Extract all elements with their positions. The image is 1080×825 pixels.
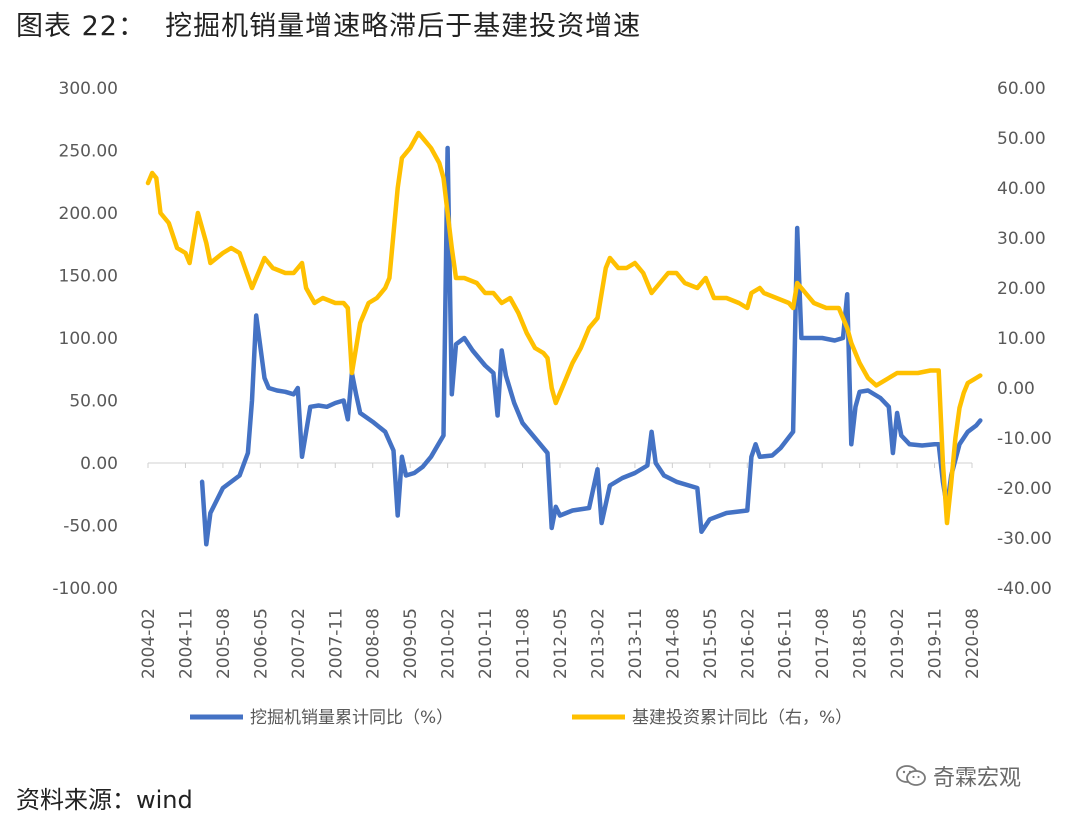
line-chart: -100.00 -50.00 0.00 50.00 100.00 150.00 200.00… — [52, 79, 1051, 728]
x-tick-label: 2018-05 — [851, 608, 871, 679]
y-right-tick-label: 10.00 — [997, 329, 1046, 349]
y-right-tick-label: 0.00 — [997, 379, 1035, 399]
x-tick-label: 2019-02 — [888, 608, 908, 679]
x-tick-label: 2020-08 — [963, 608, 983, 679]
x-tick-label: 2006-05 — [251, 608, 271, 679]
y-right-tick-label: 60.00 — [997, 79, 1046, 99]
x-tick-label: 2010-11 — [476, 608, 496, 679]
chart-series — [145, 130, 983, 547]
x-tick-label: 2014-08 — [663, 608, 683, 679]
x-tick-label: 2011-08 — [514, 608, 534, 679]
y-left-tick-label: 250.00 — [59, 142, 118, 162]
y-right-tick-label: 50.00 — [997, 129, 1046, 149]
x-tick-label: 2007-02 — [289, 608, 309, 679]
x-tick-label: 2010-02 — [439, 608, 459, 679]
x-tick-label: 2009-05 — [401, 608, 421, 679]
x-tick-label: 2013-11 — [626, 608, 646, 679]
y-left-tick-label: 200.00 — [59, 204, 118, 224]
y-left-tick-label: 100.00 — [59, 329, 118, 349]
x-tick-label: 2007-11 — [326, 608, 346, 679]
series-line-infrastructure — [145, 130, 983, 526]
y-left-tick-label: 300.00 — [59, 79, 118, 99]
x-tick-label: 2004-11 — [176, 608, 196, 679]
y-left-tick-label: 50.00 — [69, 392, 118, 412]
legend-label-infrastructure: 基建投资累计同比（右，%） — [632, 708, 852, 728]
x-tick-label: 2019-11 — [926, 608, 946, 679]
x-tick-label: 2005-08 — [214, 608, 234, 679]
x-tick-label: 2017-08 — [813, 608, 833, 679]
y-right-tick-label: -20.00 — [997, 479, 1052, 499]
x-tick-label: 2016-02 — [738, 608, 758, 679]
y-right-tick-label: 30.00 — [997, 229, 1046, 249]
y-right-tick-label: -10.00 — [997, 429, 1052, 449]
chart-axes: -100.00 -50.00 0.00 50.00 100.00 150.00 200.00… — [52, 79, 1051, 679]
y-left-tick-label: 0.00 — [80, 454, 118, 474]
source-note: 资料来源：wind — [16, 786, 193, 814]
y-right-tick-label: 20.00 — [997, 279, 1046, 299]
watermark: 奇霖宏观 — [895, 760, 1021, 792]
y-right-tick-label: -30.00 — [997, 529, 1052, 549]
legend-label-excavator: 挖掘机销量累计同比（%） — [250, 708, 453, 728]
watermark-text: 奇霖宏观 — [933, 766, 1022, 791]
y-left-tick-label: -50.00 — [63, 517, 118, 537]
x-tick-label: 2004-02 — [139, 608, 159, 679]
chart-legend: 挖掘机销量累计同比（%） 基建投资累计同比（右，%） — [190, 708, 852, 728]
series-line-excavator — [199, 145, 983, 547]
x-tick-label: 2015-05 — [701, 608, 721, 679]
wechat-icon — [896, 765, 926, 786]
y-right-tick-label: 40.00 — [997, 179, 1046, 199]
y-left-tick-label: -100.00 — [52, 579, 118, 599]
x-tick-label: 2012-05 — [551, 608, 571, 679]
y-right-tick-label: -40.00 — [997, 579, 1052, 599]
y-left-tick-label: 150.00 — [59, 267, 118, 287]
x-tick-label: 2013-02 — [588, 608, 608, 679]
figure-title: 图表 22： 挖掘机销量增速略滞后于基建投资增速 — [16, 11, 642, 42]
x-tick-label: 2016-11 — [776, 608, 796, 679]
x-tick-label: 2008-08 — [364, 608, 384, 679]
